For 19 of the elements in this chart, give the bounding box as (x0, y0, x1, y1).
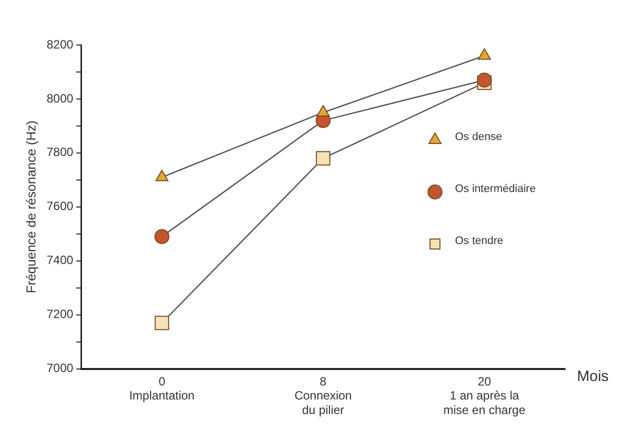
y-tick-label: 7600 (46, 199, 74, 214)
y-tick-label: 7200 (46, 307, 74, 322)
legend-label: Os tendre (455, 235, 504, 248)
x-tick-label: 8 Connexion du pilier (294, 374, 352, 418)
y-tick-label: 7800 (46, 145, 74, 160)
y-tick-label: 7400 (46, 253, 74, 268)
x-tick-label: 20 1 an après la mise en charge (443, 374, 526, 418)
y-axis-title: Fréquence de résonance (Hz) (23, 120, 38, 294)
point (476, 72, 492, 88)
legend-label: Os dense (455, 131, 502, 144)
x-tick-label: 0 Implantation (129, 374, 195, 403)
y-tick-label: 8200 (46, 37, 74, 52)
x-axis-title: Mois (577, 368, 609, 385)
y-tick-label: 7000 (46, 361, 74, 376)
point (154, 229, 170, 244)
point (316, 151, 330, 166)
legend-label: Os intermédiaire (455, 183, 536, 196)
point (154, 316, 170, 330)
y-tick-label: 8000 (46, 91, 74, 106)
